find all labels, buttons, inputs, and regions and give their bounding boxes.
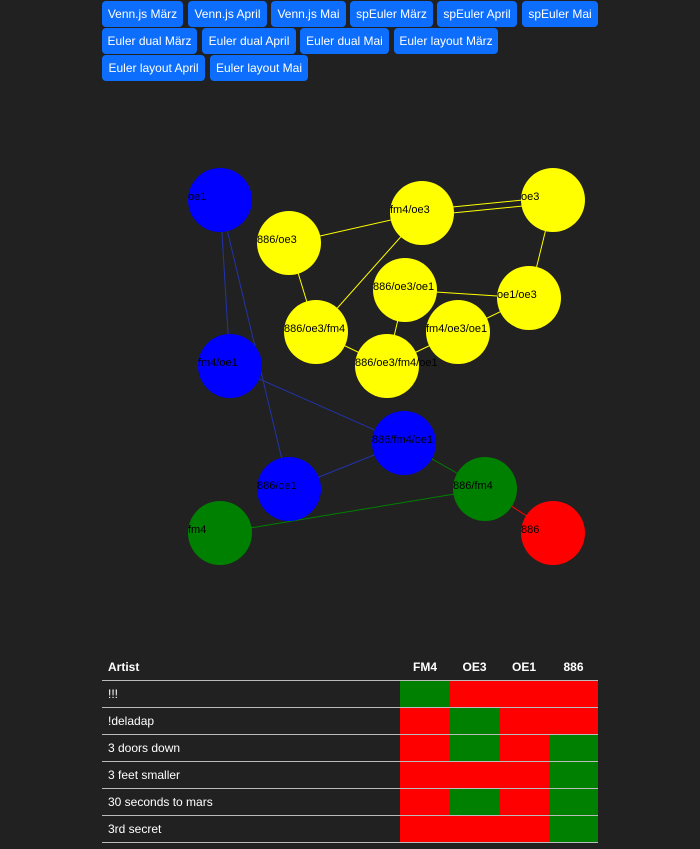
node-label: fm4/oe3 — [390, 204, 430, 216]
membership-cell — [549, 735, 598, 761]
table-row: !deladap — [102, 708, 598, 735]
membership-cell — [499, 816, 549, 842]
membership-cell — [499, 789, 549, 815]
membership-cell — [400, 789, 450, 815]
button[interactable]: Euler dual Mai — [300, 28, 389, 54]
node — [453, 457, 517, 521]
table-header: Artist FM4 OE3 OE1 886 — [102, 654, 598, 681]
artist-name: 3 doors down — [108, 741, 181, 755]
header-cell: FM4 — [413, 660, 437, 674]
edge — [219, 199, 290, 490]
node — [198, 334, 262, 398]
node-label: oe1 — [188, 191, 206, 203]
edge — [219, 488, 486, 534]
node — [426, 300, 490, 364]
membership-cell — [549, 789, 598, 815]
membership-cell — [450, 789, 499, 815]
node-label: 886 — [521, 524, 539, 536]
button[interactable]: Venn.js April — [188, 1, 267, 27]
header-cell: OE1 — [511, 660, 536, 674]
membership-cell — [549, 681, 598, 707]
membership-cell — [499, 735, 549, 761]
node-label: oe3 — [521, 191, 539, 203]
table-row: 30 seconds to mars — [102, 789, 598, 816]
membership-cell — [549, 762, 598, 788]
artist-name: 3 feet smaller — [108, 768, 181, 782]
node — [373, 258, 437, 322]
node-label: 886/oe3/fm4 — [284, 323, 345, 335]
node — [188, 501, 252, 565]
node-label: 886/oe1 — [257, 480, 297, 492]
node-label: fm4/oe1 — [198, 357, 238, 369]
artist-name: !!! — [108, 687, 119, 701]
membership-cell — [400, 735, 450, 761]
node-label: 886/fm4/oe1 — [372, 434, 433, 446]
node — [497, 266, 561, 330]
membership-cell — [450, 816, 499, 842]
membership-cell — [400, 816, 450, 842]
membership-cell — [450, 708, 499, 734]
button[interactable]: Euler dual April — [202, 28, 296, 54]
node — [521, 168, 585, 232]
membership-cell — [450, 681, 499, 707]
membership-cell — [450, 762, 499, 788]
node — [257, 211, 321, 275]
header-cell: OE3 — [462, 660, 487, 674]
node — [390, 181, 454, 245]
artist-name: 30 seconds to mars — [108, 795, 213, 809]
artist-name: 3rd secret — [108, 822, 162, 836]
node — [188, 168, 252, 232]
button[interactable]: Venn.js März — [102, 1, 183, 27]
button[interactable]: spEuler Mai — [522, 1, 598, 27]
table-row: 3 doors down — [102, 735, 598, 762]
membership-cell — [400, 708, 450, 734]
node-label: 886/oe3/fm4/oe1 — [355, 357, 438, 369]
header-cell: Artist — [108, 660, 140, 674]
membership-cell — [499, 762, 549, 788]
node-label: 886/oe3/oe1 — [373, 281, 434, 293]
node-label: oe1/oe3 — [497, 289, 537, 301]
button[interactable]: Euler layout Mai — [210, 55, 308, 81]
node — [521, 501, 585, 565]
table-row: 3rd secret — [102, 816, 598, 843]
button[interactable]: spEuler April — [437, 1, 517, 27]
membership-cell — [549, 708, 598, 734]
node — [372, 411, 436, 475]
button[interactable]: Euler layout April — [102, 55, 205, 81]
header-cell: 886 — [563, 660, 584, 674]
artist-name: !deladap — [108, 714, 155, 728]
button[interactable]: Euler layout März — [394, 28, 498, 54]
membership-cell — [499, 681, 549, 707]
node — [355, 334, 419, 398]
button[interactable]: spEuler März — [350, 1, 433, 27]
table-row: 3 feet smaller — [102, 762, 598, 789]
membership-cell — [549, 816, 598, 842]
node-label: fm4/oe3/oe1 — [426, 323, 487, 335]
membership-cell — [450, 735, 499, 761]
membership-cell — [400, 681, 450, 707]
membership-cell — [400, 762, 450, 788]
node — [257, 457, 321, 521]
node-label: 886/oe3 — [257, 234, 297, 246]
table-row: !!! — [102, 681, 598, 708]
membership-cell — [499, 708, 549, 734]
button[interactable]: Venn.js Mai — [271, 1, 346, 27]
node-label: fm4 — [188, 524, 206, 536]
button[interactable]: Euler dual März — [102, 28, 197, 54]
node — [284, 300, 348, 364]
node-label: 886/fm4 — [453, 480, 493, 492]
graph: oe1 fm4/oe3 oe3 886/oe3 886/oe3/oe1 oe1/oe3 88… — [188, 168, 585, 565]
